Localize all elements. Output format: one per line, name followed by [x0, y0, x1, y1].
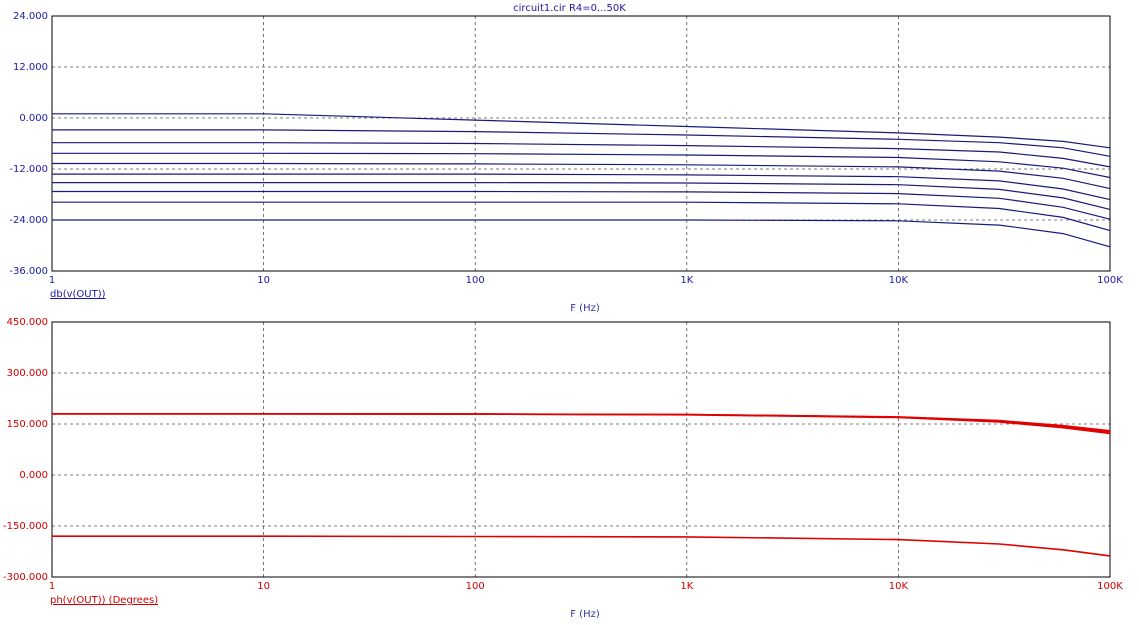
phase-series-line-2: [52, 412, 1111, 433]
chart-title: circuit1.cir R4=0...50K: [513, 3, 626, 14]
magnitude-series-line-8: [52, 190, 1111, 220]
x-tick-label: 1: [49, 275, 55, 286]
magnitude-series-line-10: [52, 219, 1111, 248]
x-tick-label: 100K: [1097, 581, 1123, 592]
phase-series-line-3: [52, 412, 1111, 435]
y-tick-label: -36.000: [9, 266, 48, 277]
y-tick-label: -300.000: [3, 572, 48, 583]
magnitude-series-line-7: [52, 182, 1111, 210]
magnitude-series-line-6: [52, 173, 1111, 201]
y-tick-label: -24.000: [9, 215, 48, 226]
x-tick-label: 1: [49, 581, 55, 592]
magnitude-series-line-4: [52, 152, 1111, 179]
x-tick-label: 10: [257, 581, 270, 592]
y-tick-label: 24.000: [13, 11, 48, 22]
y-tick-label: 0.000: [19, 470, 48, 481]
x-tick-label: 100K: [1097, 275, 1123, 286]
y-tick-label: 12.000: [13, 62, 48, 73]
y-tick-label: 150.000: [7, 419, 48, 430]
phase-series-line-4: [52, 535, 1111, 557]
phase-series-line-1: [52, 412, 1111, 432]
x-tick-label: 100: [466, 581, 485, 592]
y-tick-label: -12.000: [9, 164, 48, 175]
magnitude-series-line-2: [52, 129, 1111, 157]
trace-label: db(v(OUT)): [50, 289, 106, 300]
x-tick-label: 1K: [680, 275, 693, 286]
magnitude-series-line-1: [52, 113, 1111, 149]
phase-panel: 450.000 300.000 150.000 0.000 -150.000 -300.0…: [3, 317, 1123, 620]
magnitude-series-line-5: [52, 162, 1111, 190]
x-tick-label: 100: [466, 275, 485, 286]
x-tick-label: 10: [257, 275, 270, 286]
x-tick-label: 10K: [889, 581, 909, 592]
y-tick-label: -150.000: [3, 521, 48, 532]
x-tick-label: 1K: [680, 581, 693, 592]
magnitude-series-line-9: [52, 201, 1111, 232]
plot-frame: [51, 15, 1111, 272]
x-tick-label: 10K: [889, 275, 909, 286]
plot-frame: [51, 321, 1111, 578]
y-tick-label: 300.000: [7, 368, 48, 379]
x-axis-label: F (Hz): [570, 609, 600, 620]
x-axis-label: F (Hz): [570, 303, 600, 314]
y-tick-label: 0.000: [19, 113, 48, 124]
trace-label: ph(v(OUT)) (Degrees): [50, 595, 158, 606]
y-tick-label: 450.000: [7, 317, 48, 328]
magnitude-series-line-3: [52, 142, 1111, 168]
